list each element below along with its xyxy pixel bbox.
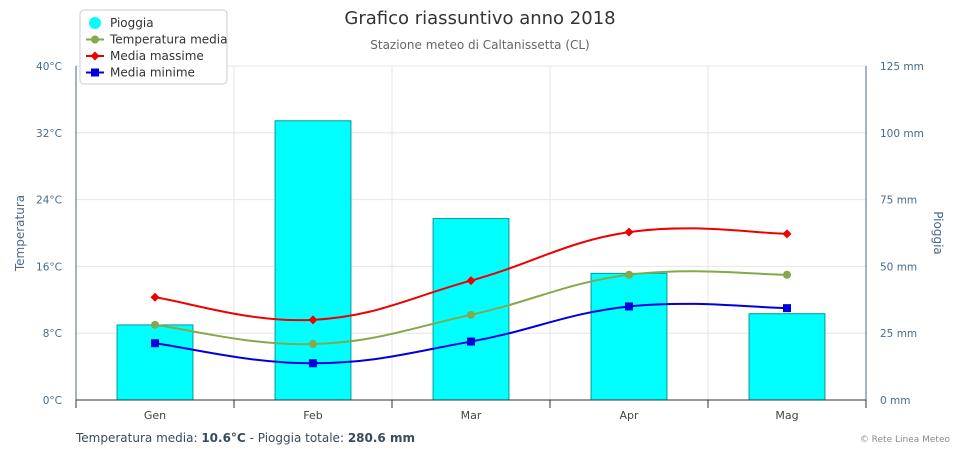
y-tick-right: 125 mm — [880, 61, 924, 73]
y-tick-right: 0 mm — [880, 395, 910, 407]
series-point-media-massime — [782, 229, 792, 239]
series-point-media-minime — [625, 302, 633, 311]
legend-symbol-pioggia — [89, 17, 101, 29]
legend-symbol-media-minime — [91, 68, 99, 77]
series-point-media-massime — [624, 227, 634, 237]
series-point-temperatura-media — [309, 340, 317, 349]
series-point-media-minime — [467, 337, 475, 346]
series-point-media-massime — [466, 276, 476, 286]
y-axis-right-title: Pioggia — [931, 211, 945, 255]
y-tick-right: 50 mm — [880, 261, 917, 273]
legend-label-temperatura-media: Temperatura media — [109, 33, 227, 47]
rain-bar-gen — [116, 324, 194, 401]
y-tick-left: 40°C — [36, 61, 62, 73]
rain-bar-feb — [274, 120, 352, 401]
footer-rain-label: Pioggia totale: — [257, 431, 344, 445]
footer-rain-value: 280.6 mm — [347, 431, 415, 445]
rain-bar-apr — [590, 272, 668, 401]
rain-bar-mag — [748, 313, 826, 401]
footer-temp-value: 10.6°C — [201, 431, 246, 445]
y-tick-left: 0°C — [43, 395, 62, 407]
y-tick-left: 8°C — [43, 328, 62, 340]
footer-separator: - — [249, 431, 254, 445]
footer-temp-label: Temperatura media: — [76, 431, 198, 445]
series-point-media-minime — [151, 339, 159, 348]
legend-label-pioggia: Pioggia — [110, 16, 154, 30]
series-point-temperatura-media — [783, 270, 791, 279]
x-tick-label: Feb — [303, 409, 322, 422]
y-tick-left: 16°C — [36, 261, 62, 273]
series-point-temperatura-media — [467, 310, 475, 319]
x-tick-label: Mag — [775, 409, 798, 422]
legend-symbol-temperatura-media — [91, 35, 99, 44]
y-tick-left: 24°C — [36, 195, 62, 207]
chart-title: Grafico riassuntivo anno 2018 — [344, 8, 615, 29]
legend-box — [79, 9, 228, 85]
chart-subtitle: Stazione meteo di Caltanissetta (CL) — [370, 38, 590, 52]
x-tick-label: Gen — [144, 409, 166, 422]
series-point-temperatura-media — [151, 320, 159, 329]
series-point-temperatura-media — [625, 270, 633, 279]
series-point-media-minime — [309, 359, 317, 368]
x-tick-label: Mar — [461, 409, 482, 422]
series-point-media-massime — [150, 292, 160, 302]
y-axis-left-title: Temperatura — [13, 195, 27, 272]
y-tick-left: 32°C — [36, 128, 62, 140]
series-point-media-minime — [783, 304, 791, 313]
legend-symbol-media-massime — [90, 51, 100, 61]
y-tick-right: 75 mm — [880, 195, 917, 207]
rain-bar-mar — [432, 218, 510, 401]
legend-label-media-massime: Media massime — [110, 49, 204, 63]
y-tick-right: 100 mm — [880, 128, 924, 140]
summary-footer: Temperatura media: 10.6°C - Pioggia tota… — [76, 431, 415, 445]
credit-text: © Rete Linea Meteo — [859, 435, 950, 445]
x-tick-label: Apr — [619, 409, 639, 422]
legend-label-media-minime: Media minime — [110, 66, 195, 80]
y-tick-right: 25 mm — [880, 328, 917, 340]
series-point-media-massime — [308, 315, 318, 325]
